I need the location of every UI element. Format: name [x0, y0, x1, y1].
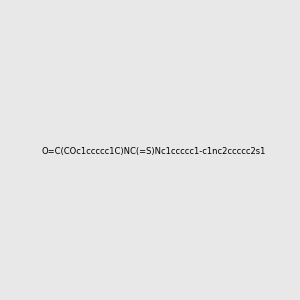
Text: O=C(COc1ccccc1C)NC(=S)Nc1ccccc1-c1nc2ccccc2s1: O=C(COc1ccccc1C)NC(=S)Nc1ccccc1-c1nc2ccc… — [42, 147, 266, 156]
